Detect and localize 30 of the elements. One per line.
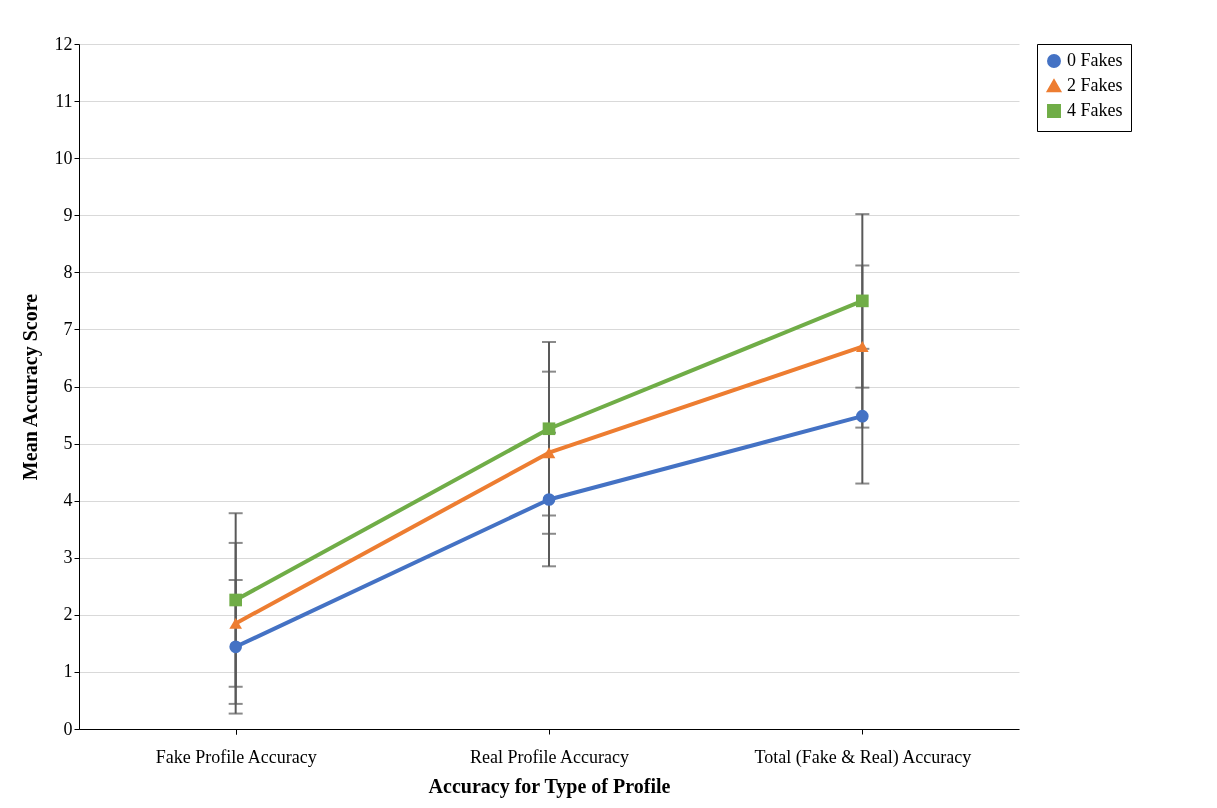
point: [542, 493, 556, 506]
y-tick-label: 1: [63, 661, 73, 682]
y-tick-label: 6: [63, 376, 73, 396]
x-tick-label: Fake Profile Accuracy: [155, 746, 317, 767]
y-tick-label: 7: [63, 318, 73, 339]
legend-label: 2 Fakes: [1067, 75, 1123, 95]
point: [229, 640, 242, 654]
x-axis-title: Accuracy for Type of Profile: [428, 774, 671, 798]
y-tick-label: 0: [63, 718, 73, 739]
y-tick-label: 12: [54, 33, 73, 54]
point: [542, 447, 556, 459]
point: [229, 617, 242, 629]
y-axis-title: Mean Accuracy Score: [18, 293, 42, 481]
y-tick-label: 2: [63, 604, 73, 625]
point: [542, 422, 556, 436]
y-tick-label: 8: [63, 261, 73, 282]
point: [856, 409, 869, 423]
y-tick-label: 9: [63, 204, 73, 225]
y-tick-label: 4: [63, 490, 73, 511]
legend-label: 0 Fakes: [1067, 50, 1123, 70]
y-tick-label: 11: [55, 90, 73, 111]
y-tick-label: 10: [54, 147, 73, 168]
x-tick-label: Real Profile Accuracy: [470, 746, 629, 767]
point: [856, 294, 869, 308]
point: [856, 341, 869, 353]
legend-label: 4 Fakes: [1067, 100, 1123, 120]
point: [229, 593, 242, 607]
x-tick-label: Total (Fake & Real) Accuracy: [754, 746, 972, 768]
y-tick-label: 3: [63, 547, 73, 568]
y-tick-label: 5: [63, 433, 73, 454]
